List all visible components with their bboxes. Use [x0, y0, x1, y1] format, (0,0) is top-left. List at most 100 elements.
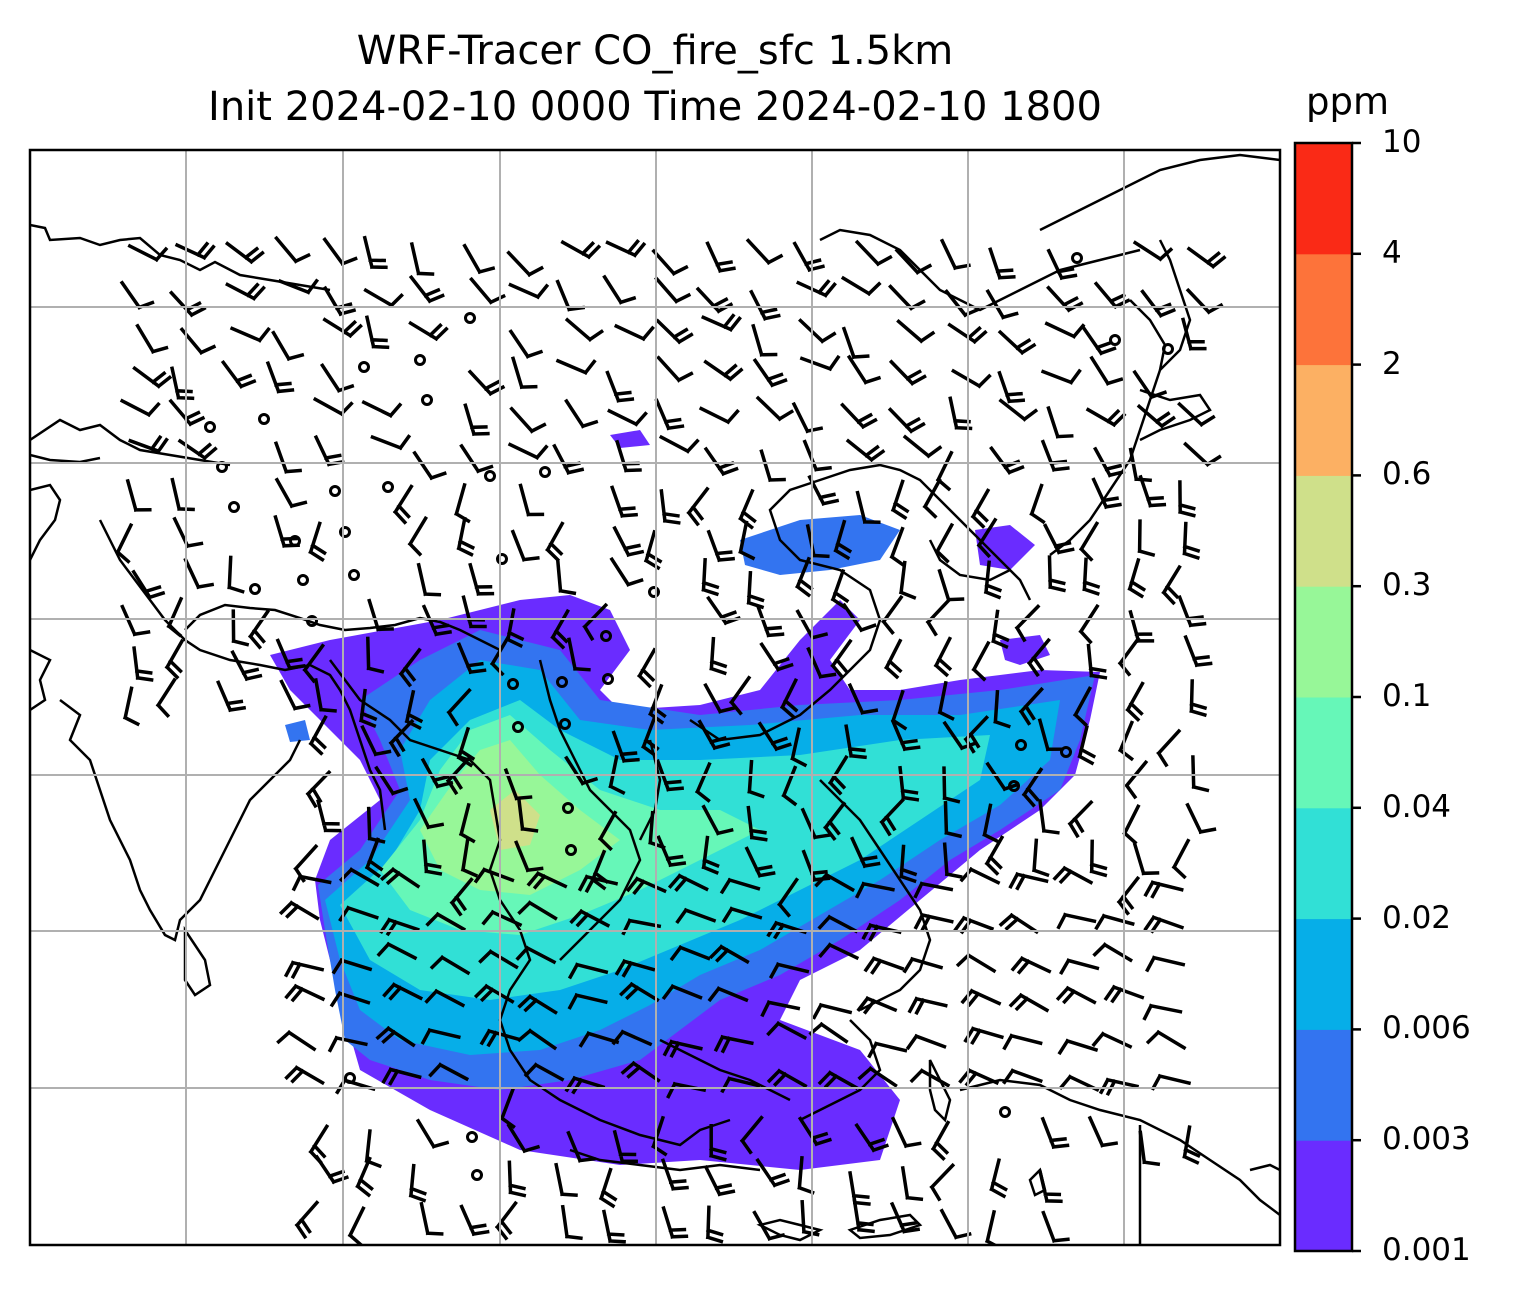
wind-barb: [507, 442, 549, 460]
wind-barb: [847, 682, 879, 715]
wind-barb: [382, 982, 424, 1001]
wind-barb: [230, 649, 263, 682]
calm-wind-marker: [562, 802, 574, 814]
wind-barb: [1183, 634, 1213, 668]
colorbar-tick-label: 2: [1382, 345, 1402, 382]
plume-patch-ne-2: [975, 525, 1035, 570]
wind-barb: [818, 942, 860, 961]
wind-barb: [308, 521, 327, 563]
wind-barb: [905, 1033, 947, 1051]
wind-barb: [274, 477, 308, 509]
wind-barb: [552, 443, 585, 475]
wind-barb: [274, 235, 311, 264]
wind-barb: [566, 1130, 596, 1163]
wind-barb: [729, 675, 752, 716]
wind-barb: [510, 356, 538, 390]
wind-barb: [166, 596, 184, 638]
wind-barb: [738, 520, 756, 561]
wind-barb: [989, 1158, 1008, 1199]
wind-barb: [605, 370, 635, 403]
wind-barb: [757, 721, 792, 752]
wind-barb: [1127, 557, 1147, 599]
calm-wind-marker: [484, 470, 496, 482]
wind-barb: [1177, 595, 1207, 628]
wind-barb: [620, 1060, 661, 1083]
calm-wind-marker: [289, 535, 301, 547]
wind-barb: [703, 1165, 736, 1197]
wind-barb: [751, 323, 778, 357]
wind-barb: [278, 900, 320, 921]
wind-barb: [760, 1000, 801, 1018]
wind-barb: [752, 1210, 786, 1241]
plume-patch-w: [285, 720, 310, 742]
wind-barb: [811, 1002, 853, 1020]
wind-barb: [802, 439, 832, 472]
wind-barb: [988, 247, 1016, 280]
wind-barb: [902, 956, 944, 974]
wind-barb: [721, 906, 763, 924]
wind-barb: [273, 514, 300, 548]
wind-barb: [953, 915, 995, 935]
wind-barb: [314, 1154, 350, 1185]
wind-barb: [854, 1122, 890, 1153]
wind-barb: [1077, 725, 1097, 766]
wind-barb: [745, 238, 784, 265]
wind-barb: [857, 1066, 898, 1088]
wind-barb: [271, 330, 305, 362]
wind-barb: [302, 643, 326, 684]
wind-barb: [1029, 483, 1046, 525]
wind-barb: [958, 1068, 1000, 1087]
wind-barb: [473, 867, 515, 884]
wind-barb: [840, 402, 878, 430]
wind-barb: [913, 881, 954, 899]
wind-barb: [1087, 1115, 1119, 1148]
wind-barb: [1040, 1116, 1070, 1150]
colorbar-tick-label: 0.1: [1382, 678, 1432, 714]
wind-barb: [706, 529, 736, 563]
wind-barb: [375, 1025, 416, 1048]
wind-barb: [582, 602, 609, 642]
map-title-line-2: Init 2024-02-10 0000 Time 2024-02-10 180…: [208, 84, 1102, 130]
wind-barb: [276, 1030, 317, 1052]
wind-barb: [422, 839, 443, 876]
colorbar-segment: [1295, 143, 1352, 255]
wind-barb: [291, 874, 332, 892]
wind-barb: [1018, 686, 1044, 726]
wind-barb: [119, 280, 155, 310]
colorbar-tick-label: 0.02: [1382, 899, 1452, 936]
wind-barb: [703, 446, 739, 477]
wind-barb: [863, 956, 905, 975]
wind-barb: [795, 556, 814, 598]
wind-barb: [993, 689, 1011, 729]
wind-barb: [998, 398, 1039, 422]
wind-barb: [766, 1068, 808, 1089]
calm-wind-marker: [358, 361, 370, 373]
wind-barb: [700, 313, 742, 332]
wind-barb: [889, 526, 906, 568]
wind-barb: [939, 1208, 972, 1240]
wind-barb: [790, 727, 808, 768]
wind-barb: [661, 1205, 689, 1239]
wind-barb: [998, 912, 1040, 935]
wind-barb: [1059, 958, 1100, 975]
wind-barb: [817, 1070, 859, 1090]
wind-barb: [749, 289, 781, 321]
wind-barb: [424, 988, 466, 1008]
wind-barb: [933, 636, 953, 678]
wind-barb: [889, 1201, 921, 1234]
co-concentration-field: [270, 430, 1100, 1170]
wind-barb: [265, 360, 295, 394]
wind-barb: [984, 1209, 999, 1245]
calm-wind-marker: [204, 421, 216, 433]
wind-barb: [841, 602, 877, 633]
wind-barb: [567, 637, 591, 672]
wind-barb: [792, 241, 826, 273]
wind-barb: [275, 638, 306, 671]
wind-barb: [709, 1124, 727, 1162]
wind-barb: [412, 797, 445, 830]
wind-barb: [602, 274, 637, 305]
wind-barb: [1180, 317, 1207, 351]
wind-barb: [675, 907, 717, 925]
wind-barb: [380, 867, 421, 889]
wind-barb: [925, 597, 952, 637]
